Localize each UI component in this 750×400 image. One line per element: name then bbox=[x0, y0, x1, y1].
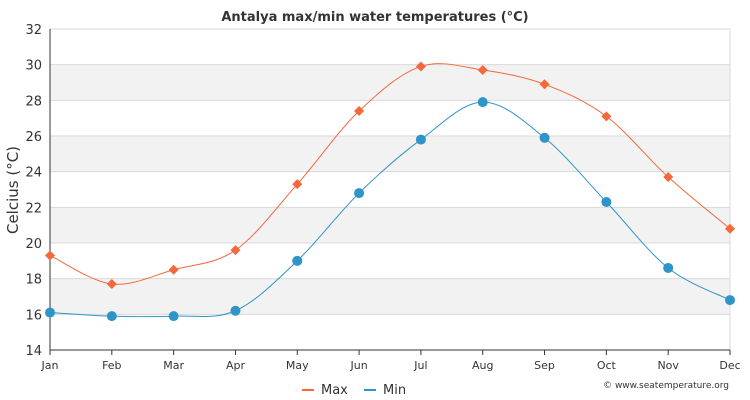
data-point-min bbox=[354, 188, 365, 199]
data-point-min bbox=[106, 311, 117, 322]
data-point-max bbox=[230, 245, 241, 256]
plot-band bbox=[50, 207, 730, 243]
data-point-max bbox=[539, 79, 550, 90]
x-tick-label: Sep bbox=[534, 359, 555, 372]
data-point-min bbox=[230, 305, 241, 316]
data-point-min bbox=[539, 132, 550, 143]
data-point-max bbox=[601, 111, 612, 122]
x-tick-label: Jul bbox=[413, 359, 427, 372]
y-tick-label: 24 bbox=[25, 166, 42, 181]
data-point-min bbox=[725, 295, 735, 306]
y-tick-label: 32 bbox=[25, 23, 42, 38]
data-point-min bbox=[477, 97, 488, 108]
data-point-min bbox=[601, 196, 612, 207]
legend-label-min: Min bbox=[383, 383, 406, 398]
y-tick-label: 14 bbox=[25, 344, 42, 359]
data-point-max bbox=[415, 61, 426, 72]
data-point-max bbox=[168, 264, 179, 275]
data-point-min bbox=[168, 311, 179, 322]
chart-title: Antalya max/min water temperatures (°C) bbox=[221, 10, 528, 25]
y-axis-label: Celcius (°C) bbox=[4, 146, 22, 234]
legend-item-max[interactable]: Max bbox=[302, 383, 348, 398]
series-max bbox=[45, 61, 735, 290]
data-point-max bbox=[725, 223, 735, 234]
y-tick-label: 30 bbox=[25, 59, 42, 74]
x-tick-label: Jun bbox=[349, 359, 367, 372]
data-point-max bbox=[292, 179, 303, 190]
y-tick-label: 26 bbox=[25, 130, 42, 145]
data-point-max bbox=[663, 172, 674, 183]
x-tick-label: Jan bbox=[41, 359, 59, 372]
credit-text: © www.seatemperature.org bbox=[603, 381, 729, 391]
y-tick-label: 22 bbox=[25, 201, 42, 216]
x-tick-label: Aug bbox=[472, 359, 493, 372]
y-tick-label: 20 bbox=[25, 237, 42, 252]
series-group bbox=[45, 61, 735, 322]
x-tick-label: May bbox=[286, 359, 309, 372]
x-tick-label: Nov bbox=[657, 359, 679, 372]
x-tick-label: Apr bbox=[226, 359, 246, 372]
legend-item-min[interactable]: Min bbox=[364, 383, 406, 398]
data-point-min bbox=[663, 262, 674, 273]
data-point-min bbox=[45, 307, 55, 318]
data-point-max bbox=[45, 250, 55, 261]
series-min bbox=[45, 97, 735, 322]
y-tick-label: 16 bbox=[25, 308, 42, 323]
data-point-min bbox=[292, 255, 303, 266]
x-tick-label: Feb bbox=[102, 359, 121, 372]
x-tick-label: Dec bbox=[719, 359, 740, 372]
plot-band bbox=[50, 64, 730, 101]
y-tick-label: 18 bbox=[25, 273, 42, 288]
y-tick-label: 28 bbox=[25, 94, 42, 109]
y-tick-labels: 14 16 18 20 22 24 26 28 30 32 bbox=[25, 23, 42, 359]
plot-band bbox=[50, 136, 730, 172]
data-point-max bbox=[354, 106, 365, 117]
data-point-min bbox=[415, 134, 426, 145]
x-tick-label: Oct bbox=[597, 359, 617, 372]
plot-band bbox=[50, 278, 730, 315]
data-point-max bbox=[477, 65, 488, 76]
x-tick-labels: Jan Feb Mar Apr May Jun Jul Aug Sep Oct Nov Dec bbox=[41, 359, 741, 372]
data-point-max bbox=[106, 279, 117, 290]
legend-label-max: Max bbox=[321, 383, 348, 398]
axes bbox=[49, 29, 731, 355]
x-tick-label: Mar bbox=[163, 359, 184, 372]
legend[interactable]: Max Min bbox=[302, 383, 406, 398]
